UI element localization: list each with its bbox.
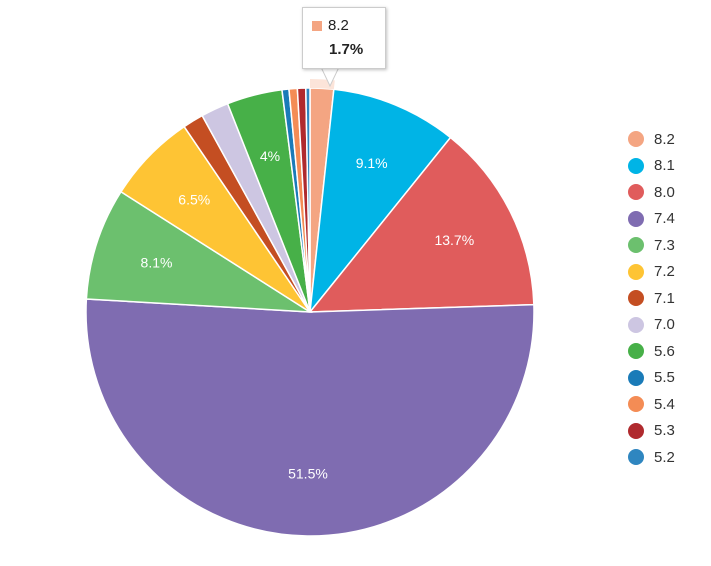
legend-item-7-4[interactable]: 7.4 bbox=[628, 206, 708, 233]
legend-label: 7.1 bbox=[654, 289, 675, 307]
slice-label-7-4: 51.5% bbox=[288, 465, 328, 481]
legend-swatch bbox=[628, 396, 644, 413]
slice-label-5-6: 4% bbox=[260, 148, 280, 164]
slice-label-7-3: 8.1% bbox=[141, 254, 173, 270]
legend-item-8-2[interactable]: 8.2 bbox=[628, 126, 708, 153]
slice-label-8-1: 9.1% bbox=[356, 155, 388, 171]
legend-item-5-6[interactable]: 5.6 bbox=[628, 338, 708, 365]
legend-swatch bbox=[628, 237, 644, 254]
tooltip: 8.2 1.7% bbox=[302, 7, 386, 69]
legend-label: 7.2 bbox=[654, 263, 675, 281]
legend-item-5-5[interactable]: 5.5 bbox=[628, 365, 708, 392]
legend-swatch bbox=[628, 369, 644, 386]
legend-label: 5.6 bbox=[654, 342, 675, 360]
legend-label: 5.4 bbox=[654, 395, 675, 413]
legend-swatch bbox=[628, 449, 644, 466]
legend-swatch bbox=[628, 157, 644, 174]
legend-swatch bbox=[628, 210, 644, 227]
slice-label-7-2: 6.5% bbox=[178, 192, 210, 208]
legend-item-5-4[interactable]: 5.4 bbox=[628, 391, 708, 418]
legend-item-8-0[interactable]: 8.0 bbox=[628, 179, 708, 206]
pie-slice-8-1[interactable] bbox=[308, 88, 452, 315]
tooltip-value: 1.7% bbox=[329, 41, 364, 58]
tooltip-color-swatch bbox=[312, 20, 322, 31]
legend-item-7-2[interactable]: 7.2 bbox=[628, 259, 708, 286]
pie-slice-8-0[interactable] bbox=[308, 136, 535, 313]
pie-slice-5-2[interactable] bbox=[305, 87, 311, 313]
legend-label: 5.5 bbox=[654, 369, 675, 387]
legend-item-7-3[interactable]: 7.3 bbox=[628, 232, 708, 259]
pie-slices bbox=[85, 79, 535, 537]
legend-item-5-2[interactable]: 5.2 bbox=[628, 444, 708, 471]
legend-swatch bbox=[628, 422, 644, 439]
legend-label: 8.0 bbox=[654, 183, 675, 201]
legend-label: 8.1 bbox=[654, 157, 675, 175]
legend-item-7-1[interactable]: 7.1 bbox=[628, 285, 708, 312]
tooltip-header: 8.2 bbox=[312, 17, 349, 34]
legend-swatch bbox=[628, 316, 644, 333]
legend-swatch bbox=[628, 343, 644, 360]
legend-item-7-0[interactable]: 7.0 bbox=[628, 312, 708, 339]
legend-swatch bbox=[628, 131, 644, 148]
legend-label: 5.2 bbox=[654, 448, 675, 466]
legend-swatch bbox=[628, 184, 644, 201]
pie-slice-7-3[interactable] bbox=[85, 190, 313, 313]
legend-swatch bbox=[628, 263, 644, 280]
legend-label: 7.4 bbox=[654, 210, 675, 228]
legend-label: 5.3 bbox=[654, 422, 675, 440]
legend-label: 7.3 bbox=[654, 236, 675, 254]
pie-slice-7-4[interactable] bbox=[85, 298, 535, 537]
legend-item-5-3[interactable]: 5.3 bbox=[628, 418, 708, 445]
pie-data-labels: 9.1% 13.7% 51.5% 8.1% 6.5% 4% bbox=[141, 148, 475, 481]
legend-item-8-1[interactable]: 8.1 bbox=[628, 153, 708, 180]
legend-label: 7.0 bbox=[654, 316, 675, 334]
slice-label-8-0: 13.7% bbox=[434, 232, 474, 248]
legend-label: 8.2 bbox=[654, 130, 675, 148]
legend: 8.2 8.1 8.0 7.4 7.3 7.2 7.1 7.0 5.6 5.5 5.4 5.3 5.2 bbox=[628, 126, 708, 471]
tooltip-series-name: 8.2 bbox=[328, 17, 349, 34]
legend-swatch bbox=[628, 290, 644, 307]
